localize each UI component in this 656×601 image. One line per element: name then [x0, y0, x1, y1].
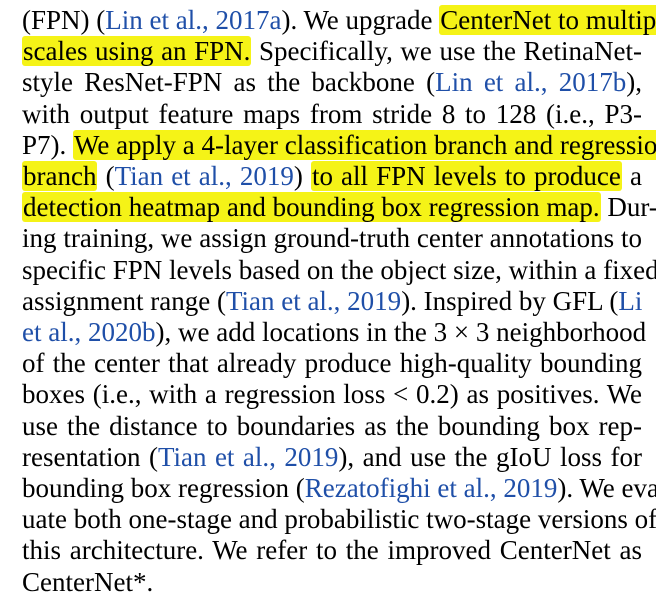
highlighted-text: CenterNet to multiple	[439, 5, 656, 35]
text-line: P7). We apply a 4-layer classification b…	[22, 129, 656, 162]
citation-link[interactable]: Tian et al., 2019	[157, 442, 339, 472]
text-segment: (	[97, 161, 115, 191]
citation-link[interactable]: Li	[618, 286, 643, 316]
text-line: ing training, we assign ground-truth cen…	[22, 222, 642, 255]
citation-link[interactable]: et al., 2020b	[22, 317, 156, 347]
text-line: detection heatmap and bounding box regre…	[22, 191, 656, 224]
text-segment: Dur-	[600, 192, 656, 222]
text-segment: bounding box regression (	[22, 473, 305, 503]
text-line: style ResNet-FPN as the backbone (Lin et…	[22, 66, 642, 99]
text-line: uate both one-stage and probabilistic tw…	[22, 503, 656, 536]
text-segment: ), we add locations in the 3 × 3 neighbo…	[155, 317, 647, 347]
text-line: assignment range (Tian et al., 2019). In…	[22, 285, 642, 318]
citation-link[interactable]: Lin et al., 2017a	[105, 5, 282, 35]
text-line: boxes (i.e., with a regression loss < 0.…	[22, 378, 642, 411]
text-segment: specific FPN levels based on the object …	[22, 255, 656, 285]
text-segment: P7).	[22, 130, 74, 160]
text-segment: boxes (i.e., with a regression loss < 0.…	[22, 379, 642, 409]
text-segment: ), and use the gIoU loss for	[338, 442, 642, 472]
text-segment: with output feature maps from stride 8 t…	[22, 99, 642, 129]
highlighted-text: We apply a 4-layer classification branch…	[73, 130, 656, 160]
text-line: of the center that already produce high-…	[22, 347, 642, 380]
text-line: CenterNet*.	[22, 566, 642, 599]
text-segment: style ResNet-FPN as the backbone (	[22, 67, 436, 97]
text-segment: resentation (	[22, 442, 158, 472]
text-segment: ). We upgrade	[281, 5, 440, 35]
text-segment: a	[621, 161, 642, 191]
highlighted-text: branch	[22, 161, 98, 191]
text-segment: ing training, we assign ground-truth cen…	[22, 223, 642, 253]
citation-link[interactable]: Tian et al., 2019	[225, 286, 402, 316]
text-segment: )	[293, 161, 311, 191]
highlighted-text: scales using an FPN.	[22, 36, 252, 66]
text-segment: ). We eval-	[557, 473, 656, 503]
text-line: bounding box regression (Rezatofighi et …	[22, 472, 656, 505]
text-line: with output feature maps from stride 8 t…	[22, 98, 642, 131]
text-segment: ),	[626, 67, 643, 97]
text-segment: assignment range (	[22, 286, 226, 316]
text-line: specific FPN levels based on the object …	[22, 254, 656, 287]
text-line: use the distance to boundaries as the bo…	[22, 410, 642, 443]
text-line: et al., 2020b), we add locations in the …	[22, 316, 646, 349]
text-line: (FPN) (Lin et al., 2017a). We upgrade Ce…	[22, 4, 656, 37]
text-line: branch (Tian et al., 2019) to all FPN le…	[22, 160, 642, 193]
text-line: this architecture. We refer to the impro…	[22, 534, 642, 567]
text-line: resentation (Tian et al., 2019), and use…	[22, 441, 642, 474]
citation-link[interactable]: Lin et al., 2017b	[435, 67, 627, 97]
text-line: scales using an FPN. Specifically, we us…	[22, 35, 642, 68]
text-segment: Specifically, we use the RetinaNet-	[251, 36, 642, 66]
citation-link[interactable]: Rezatofighi et al., 2019	[304, 473, 558, 503]
text-segment: ). Inspired by GFL (	[401, 286, 619, 316]
highlighted-text: to all FPN levels to produce	[310, 161, 622, 191]
text-segment: this architecture. We refer to the impro…	[22, 535, 642, 565]
citation-link[interactable]: Tian et al., 2019	[114, 161, 294, 191]
text-segment: (FPN) (	[22, 5, 106, 35]
text-segment: use the distance to boundaries as the bo…	[22, 411, 642, 441]
text-segment: CenterNet*.	[22, 567, 154, 597]
text-segment: of the center that already produce high-…	[22, 348, 642, 378]
highlighted-text: detection heatmap and bounding box regre…	[22, 192, 601, 222]
text-segment: uate both one-stage and probabilistic tw…	[22, 504, 656, 534]
